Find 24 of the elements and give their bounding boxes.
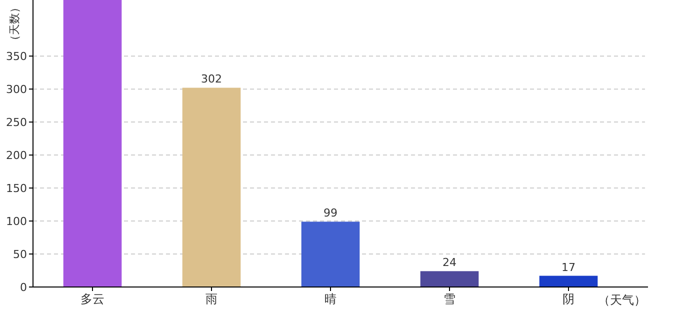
y-tick-label: 200 bbox=[6, 148, 27, 162]
y-axis-title: （天数） bbox=[8, 2, 21, 46]
bar bbox=[301, 222, 360, 287]
x-tick-label: 晴 bbox=[324, 292, 336, 306]
y-tick-label: 100 bbox=[6, 214, 27, 228]
data-label: 17 bbox=[562, 260, 576, 274]
x-tick-label: 雨 bbox=[206, 292, 218, 306]
bar bbox=[420, 271, 479, 287]
data-label: 302 bbox=[201, 72, 222, 86]
data-label: 24 bbox=[442, 256, 456, 270]
x-tick-label: 阴 bbox=[562, 292, 574, 306]
x-tick-label: 雪 bbox=[444, 292, 456, 306]
bar bbox=[182, 88, 241, 287]
y-tick-label: 150 bbox=[6, 182, 27, 195]
y-tick-label: 50 bbox=[13, 248, 27, 261]
y-tick-label: 300 bbox=[6, 82, 27, 96]
y-tick-label: 0 bbox=[20, 280, 27, 294]
bar bbox=[63, 0, 122, 287]
x-axis-title: （天气） bbox=[598, 293, 646, 307]
y-tick-label: 250 bbox=[6, 116, 27, 129]
y-tick-label: 350 bbox=[6, 50, 27, 63]
data-label: 99 bbox=[324, 206, 338, 220]
bar bbox=[539, 276, 598, 287]
x-tick-label: 多云 bbox=[80, 292, 104, 306]
